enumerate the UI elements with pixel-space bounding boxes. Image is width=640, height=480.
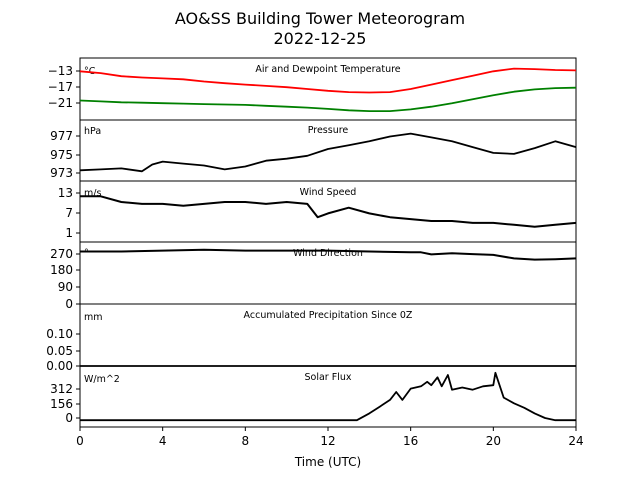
x-tick-label: 12 — [320, 434, 335, 448]
y-tick-label: 975 — [50, 148, 73, 162]
panel-1: −13−17−21°C Air and Dewpoint Temperature — [48, 57, 577, 121]
panel-2: 977 975 973 hPa Pressure — [50, 119, 577, 182]
y-tick-label: −13 — [48, 64, 73, 78]
x-tick-label: 8 — [242, 434, 250, 448]
y-tick-label: −21 — [48, 96, 73, 110]
y-tick-label: 90 — [58, 280, 73, 294]
series-line-1 — [80, 248, 577, 261]
x-tick-label: 4 — [159, 434, 167, 448]
panel-unit-label: m/s — [84, 188, 101, 199]
series-line-2 — [79, 86, 577, 112]
panel-unit-label: hPa — [84, 126, 101, 137]
series-line-1 — [79, 67, 577, 94]
y-tick-label: 0.00 — [46, 359, 73, 373]
series-line-1 — [79, 132, 577, 173]
panels: −13−17−21°C Air and Dewpoint Temperature9… — [46, 57, 577, 428]
figure-date: 2022-12-25 — [274, 29, 367, 48]
panel-title: Accumulated Precipitation Since 0Z — [244, 310, 413, 321]
x-tick-label: 0 — [76, 434, 84, 448]
y-tick-label: 0.05 — [46, 344, 73, 358]
y-tick-label: 977 — [50, 129, 73, 143]
y-tick-label: 0.10 — [46, 327, 73, 341]
panel-4: 270 180 90 0 ° Wind Direction — [50, 241, 577, 311]
y-tick-label: 156 — [50, 397, 73, 411]
x-axis-label: Time (UTC) — [294, 455, 361, 469]
y-tick-label: 270 — [50, 247, 73, 261]
y-tick-label: 0 — [65, 297, 73, 311]
panel-unit-label: mm — [84, 312, 103, 323]
x-axis: 0 4 8 12 16 20 24 — [76, 427, 584, 448]
figure-title: AO&SS Building Tower Meteorogram — [175, 9, 465, 28]
panel-3: 13 7 1 m/s Wind Speed — [58, 180, 577, 243]
y-tick-label: 7 — [65, 206, 73, 220]
series-line-1 — [80, 195, 577, 228]
y-tick-label: 0 — [65, 411, 73, 425]
panel-unit-label: ° — [84, 248, 89, 259]
x-tick-label: 20 — [486, 434, 501, 448]
y-tick-label: 312 — [50, 382, 73, 396]
panel-unit-label: W/m^2 — [84, 374, 120, 385]
x-tick-label: 24 — [568, 434, 583, 448]
y-tick-label: 1 — [65, 226, 73, 240]
y-tick-label: −17 — [48, 80, 73, 94]
y-tick-label: 973 — [50, 166, 73, 180]
y-tick-label: 13 — [58, 186, 73, 200]
panel-title: Wind Direction — [293, 248, 363, 259]
panel-5: 0.10 0.050.00 mm Accumulated Precipitation … — [46, 303, 577, 373]
y-tick-label: 180 — [50, 263, 73, 277]
series-line-1 — [80, 371, 576, 422]
panel-title: Wind Speed — [300, 187, 357, 198]
panel-title: Pressure — [308, 125, 349, 136]
x-tick-label: 16 — [403, 434, 418, 448]
panel-title: Air and Dewpoint Temperature — [255, 64, 400, 75]
panel-title: Solar Flux — [305, 372, 352, 383]
